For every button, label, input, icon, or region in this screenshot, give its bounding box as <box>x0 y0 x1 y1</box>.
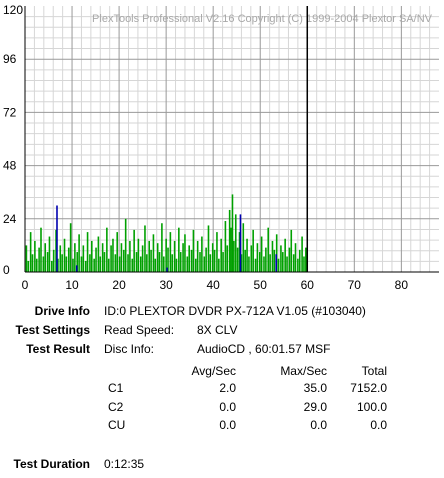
y-tick-label: 96 <box>3 52 17 66</box>
drive-info-value: ID:0 PLEXTOR DVDR PX-712A V1.05 (#103040… <box>104 304 366 318</box>
x-tick-label: 70 <box>348 278 362 292</box>
row-name: C1 <box>108 381 124 395</box>
row-avg: 2.0 <box>219 381 236 395</box>
read-speed-value: 8X CLV <box>197 323 238 337</box>
row-total: 7152.0 <box>350 381 387 395</box>
row-total: 100.0 <box>356 400 387 414</box>
y-tick-label: 72 <box>3 105 17 119</box>
drive-info-label: Drive Info <box>34 304 90 318</box>
row-max: 0.0 <box>310 418 327 432</box>
row-max: 35.0 <box>303 381 327 395</box>
x-tick-label: 10 <box>65 278 79 292</box>
header-avg: Avg/Sec <box>191 364 236 378</box>
row-avg: 0.0 <box>219 400 236 414</box>
test-duration-value: 0:12:35 <box>104 457 145 471</box>
x-tick-label: 80 <box>395 278 409 292</box>
y-tick-label: 0 <box>3 263 10 277</box>
x-tick-label: 30 <box>159 278 173 292</box>
test-duration-label: Test Duration <box>13 457 90 471</box>
y-tick-label: 24 <box>3 212 17 226</box>
row-name: C2 <box>108 400 124 414</box>
test-result-label: Test Result <box>26 342 90 356</box>
x-tick-label: 20 <box>112 278 126 292</box>
disc-info-key: Disc Info: <box>104 342 155 356</box>
x-tick-label: 60 <box>301 278 315 292</box>
y-tick-label: 120 <box>3 3 23 17</box>
row-total: 0.0 <box>370 418 387 432</box>
disc-info-value: AudioCD , 60:01.57 MSF <box>197 342 331 356</box>
x-tick-label: 50 <box>254 278 268 292</box>
chart-svg: PlexTools Professional V2.16 Copyright (… <box>3 3 439 292</box>
y-tick-label: 48 <box>3 159 17 173</box>
read-speed-key: Read Speed: <box>104 323 175 337</box>
test-settings-label: Test Settings <box>15 323 90 337</box>
x-tick-label: 40 <box>207 278 221 292</box>
header-max: Max/Sec <box>280 364 327 378</box>
row-name: CU <box>108 418 126 432</box>
row-avg: 0.0 <box>219 418 236 432</box>
x-tick-label: 0 <box>22 278 29 292</box>
chart-title: PlexTools Professional V2.16 Copyright (… <box>92 13 433 25</box>
error-rate-chart: PlexTools Professional V2.16 Copyright (… <box>3 3 439 292</box>
header-total: Total <box>361 364 387 378</box>
row-max: 29.0 <box>303 400 327 414</box>
